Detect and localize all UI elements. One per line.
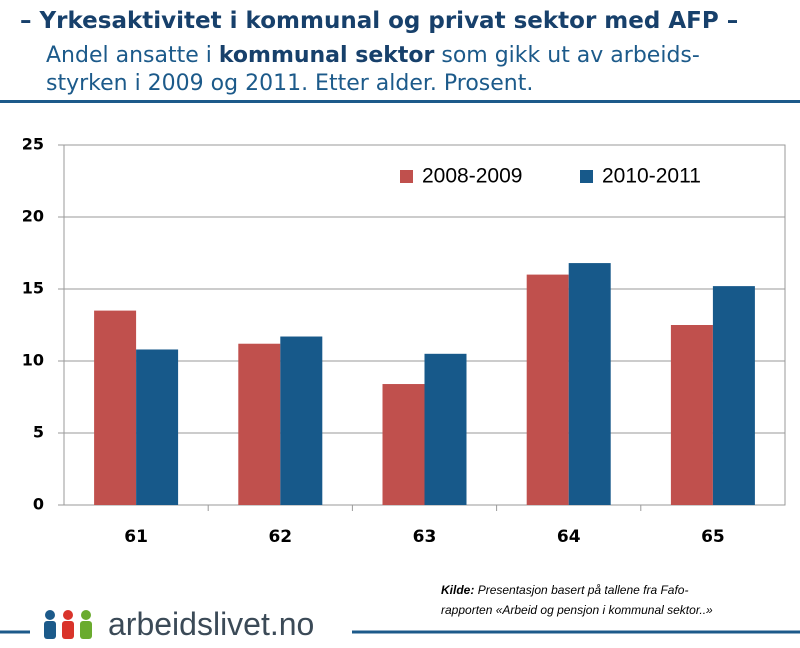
legend-swatch xyxy=(400,170,413,183)
bar xyxy=(94,310,137,505)
bar xyxy=(280,336,323,505)
bar xyxy=(670,325,713,505)
logo-text: arbeidslivet.no xyxy=(108,606,315,642)
bar xyxy=(382,384,425,505)
source-label: Kilde: xyxy=(441,583,475,597)
bar xyxy=(238,343,281,505)
legend-label: 2010-2011 xyxy=(602,165,701,188)
y-tick-label: 10 xyxy=(22,351,44,370)
bar xyxy=(712,286,755,505)
subtitle-bold: kommunal sektor xyxy=(218,43,435,68)
y-tick-label: 25 xyxy=(22,135,44,154)
subtitle-text: som gikk ut av arbeids- xyxy=(434,43,700,68)
source: Kilde: Presentasjon basert på tallene fr… xyxy=(441,580,713,620)
x-tick-label: 64 xyxy=(557,527,581,547)
subtitle-text: Andel ansatte i xyxy=(46,43,219,68)
y-tick-label: 0 xyxy=(33,495,44,514)
x-tick-label: 61 xyxy=(124,527,148,547)
y-tick-label: 20 xyxy=(22,207,44,226)
legend-label: 2008-2009 xyxy=(422,165,522,188)
bar xyxy=(568,263,611,505)
title: – Yrkesaktivitet i kommunal og privat se… xyxy=(20,8,739,34)
y-tick-label: 5 xyxy=(33,423,44,442)
bar xyxy=(136,349,179,505)
x-tick-label: 63 xyxy=(413,527,437,547)
legend-box xyxy=(360,155,745,197)
source-text: Presentasjon basert på tallene fra Fafo- xyxy=(477,583,689,597)
y-tick-label: 15 xyxy=(22,279,44,298)
legend-swatch xyxy=(580,170,593,183)
subtitle: Andel ansatte i kommunal sektor som gikk… xyxy=(46,42,776,98)
bar xyxy=(526,274,569,505)
x-tick-label: 65 xyxy=(701,527,725,547)
bar xyxy=(424,353,467,505)
subtitle-text: styrken i 2009 og 2011. Etter alder. Pro… xyxy=(46,71,534,96)
header: – Yrkesaktivitet i kommunal og privat se… xyxy=(0,0,800,103)
logo-icon xyxy=(44,610,92,639)
x-tick-label: 62 xyxy=(268,527,292,547)
source-text: rapporten «Arbeid og pensjon i kommunal … xyxy=(441,603,713,617)
